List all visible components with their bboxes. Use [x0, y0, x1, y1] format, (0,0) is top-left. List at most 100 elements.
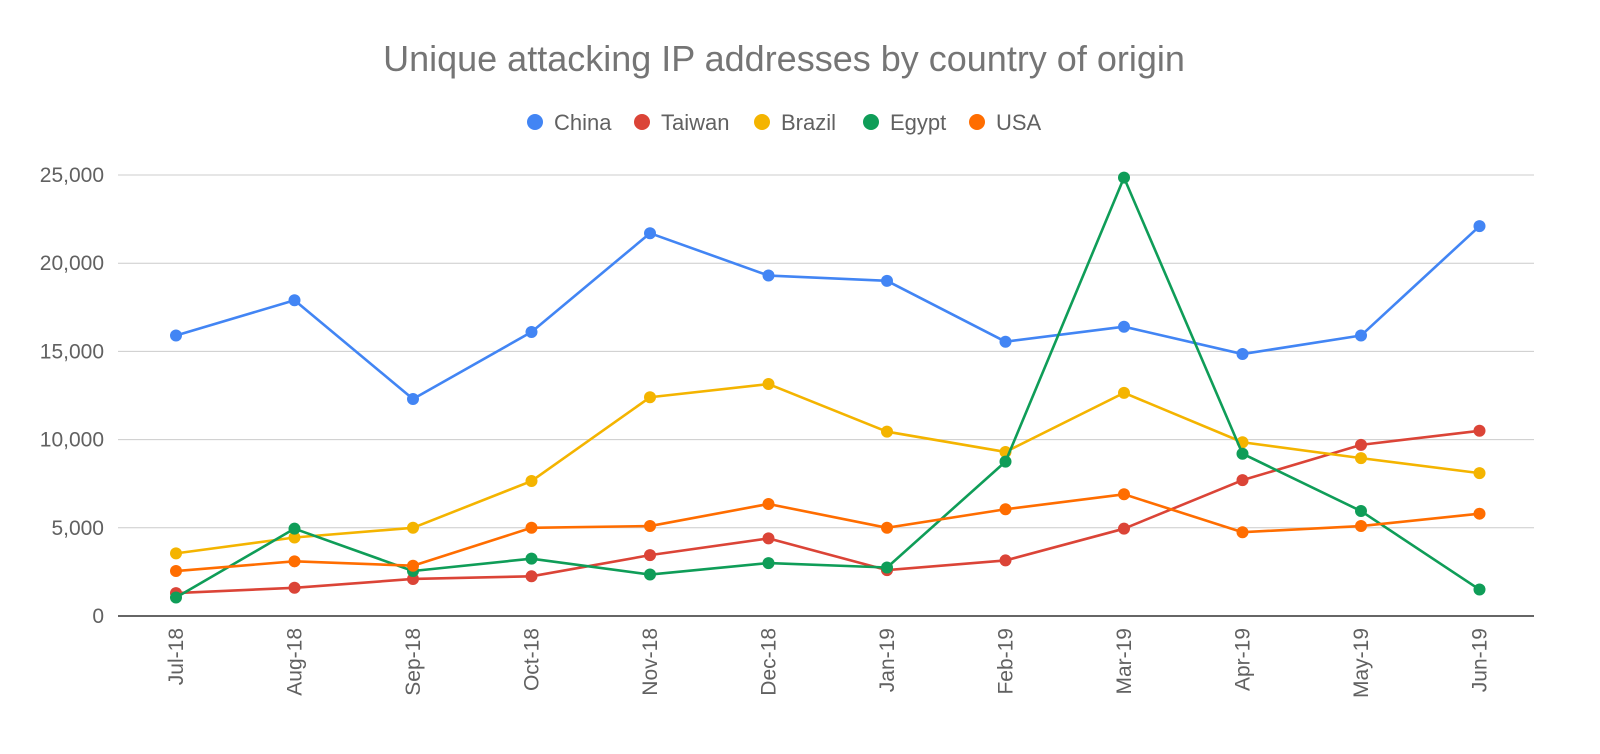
data-point-brazil[interactable]	[762, 378, 775, 391]
x-tick-label: Jun-19	[1469, 628, 1492, 692]
x-tick-label: Mar-19	[1113, 628, 1136, 695]
data-point-usa[interactable]	[1473, 507, 1486, 520]
data-point-china[interactable]	[525, 325, 538, 338]
legend-marker-icon	[969, 114, 985, 130]
series-line-brazil	[175, 382, 1480, 555]
legend-label: China	[554, 110, 612, 135]
data-point-egypt[interactable]	[762, 557, 775, 570]
legend-item-china[interactable]: China	[527, 110, 612, 135]
grid-lines	[118, 174, 1534, 617]
data-point-usa[interactable]	[525, 521, 538, 534]
series-line-taiwan	[175, 429, 1480, 595]
data-point-usa[interactable]	[1355, 520, 1367, 533]
data-point-taiwan[interactable]	[1236, 474, 1249, 487]
legend-marker-icon	[634, 114, 650, 130]
y-tick-label: 15,000	[40, 340, 104, 363]
data-point-brazil[interactable]	[1118, 386, 1130, 399]
y-axis: 0 5,000 10,000 15,000 20,000 25,000	[40, 164, 104, 628]
data-point-taiwan[interactable]	[999, 554, 1012, 567]
data-point-taiwan[interactable]	[1473, 424, 1486, 437]
legend-item-taiwan[interactable]: Taiwan	[634, 110, 729, 135]
data-point-egypt[interactable]	[1473, 583, 1486, 596]
data-point-egypt[interactable]	[644, 568, 656, 581]
data-point-taiwan[interactable]	[525, 570, 538, 583]
data-point-egypt[interactable]	[999, 455, 1012, 468]
data-point-china[interactable]	[1118, 320, 1130, 333]
series-line-usa	[175, 492, 1480, 573]
data-point-taiwan[interactable]	[762, 532, 775, 545]
x-tick-label: Oct-18	[521, 628, 544, 691]
data-point-china[interactable]	[999, 335, 1012, 348]
data-point-brazil[interactable]	[288, 531, 301, 544]
data-point-taiwan[interactable]	[1118, 522, 1130, 535]
data-point-egypt[interactable]	[288, 522, 301, 535]
data-point-usa[interactable]	[881, 521, 893, 534]
x-tick-label: Sep-18	[402, 628, 425, 696]
data-point-usa[interactable]	[288, 555, 301, 568]
legend: China Taiwan Brazil Egypt USA	[527, 110, 1042, 135]
legend-label: USA	[996, 110, 1042, 135]
y-tick-label: 10,000	[40, 429, 104, 452]
data-point-china[interactable]	[762, 269, 775, 282]
data-point-china[interactable]	[881, 274, 893, 287]
legend-item-usa[interactable]: USA	[969, 110, 1042, 135]
data-point-china[interactable]	[170, 329, 182, 342]
legend-label: Egypt	[890, 110, 946, 135]
data-point-taiwan[interactable]	[288, 581, 301, 594]
data-point-brazil[interactable]	[170, 547, 182, 560]
x-tick-label: May-19	[1350, 628, 1373, 698]
legend-label: Taiwan	[661, 110, 729, 135]
series-brazil	[170, 378, 1486, 560]
y-tick-label: 0	[92, 605, 104, 628]
data-point-china[interactable]	[288, 294, 301, 307]
data-point-china[interactable]	[1355, 329, 1367, 342]
y-tick-label: 25,000	[40, 164, 104, 187]
x-axis: Jul-18 Aug-18 Sep-18 Oct-18 Nov-18 Dec-18 Jan-…	[165, 628, 1492, 698]
data-point-china[interactable]	[1473, 220, 1486, 233]
x-tick-label: Feb-19	[995, 628, 1018, 695]
data-point-usa[interactable]	[407, 559, 419, 572]
data-point-egypt[interactable]	[1355, 505, 1367, 518]
data-point-brazil[interactable]	[525, 475, 538, 488]
data-point-taiwan[interactable]	[644, 549, 656, 562]
data-point-usa[interactable]	[762, 497, 775, 510]
data-point-china[interactable]	[644, 227, 656, 240]
data-point-usa[interactable]	[999, 503, 1012, 516]
data-point-usa[interactable]	[1236, 526, 1249, 539]
data-point-usa[interactable]	[1118, 488, 1130, 501]
data-point-brazil[interactable]	[1355, 452, 1367, 465]
x-tick-label: Nov-18	[639, 628, 662, 696]
chart-title: Unique attacking IP addresses by country…	[383, 38, 1185, 79]
y-tick-label: 20,000	[40, 252, 104, 275]
series-line-egypt	[175, 176, 1481, 599]
legend-label: Brazil	[781, 110, 836, 135]
data-point-egypt[interactable]	[170, 591, 182, 604]
data-point-taiwan[interactable]	[1355, 438, 1367, 451]
data-point-egypt[interactable]	[1118, 171, 1130, 184]
x-tick-label: Jan-19	[876, 628, 899, 692]
data-point-china[interactable]	[407, 393, 419, 406]
data-point-brazil[interactable]	[407, 521, 419, 534]
x-tick-label: Aug-18	[284, 628, 307, 696]
x-tick-label: Dec-18	[758, 628, 781, 696]
data-point-brazil[interactable]	[644, 391, 656, 404]
data-point-usa[interactable]	[170, 565, 182, 578]
legend-item-brazil[interactable]: Brazil	[754, 110, 836, 135]
data-point-usa[interactable]	[644, 520, 656, 533]
series-taiwan	[170, 424, 1486, 600]
data-point-china[interactable]	[1236, 348, 1249, 361]
data-point-brazil[interactable]	[881, 425, 893, 438]
legend-marker-icon	[527, 114, 543, 130]
series-egypt	[170, 171, 1486, 604]
data-point-egypt[interactable]	[1236, 447, 1249, 460]
legend-item-egypt[interactable]: Egypt	[863, 110, 946, 135]
series-china	[170, 220, 1486, 406]
legend-marker-icon	[863, 114, 879, 130]
data-point-egypt[interactable]	[525, 552, 538, 565]
series-layer	[170, 171, 1486, 604]
y-tick-label: 5,000	[51, 517, 104, 540]
legend-marker-icon	[754, 114, 770, 130]
data-point-brazil[interactable]	[1473, 467, 1486, 480]
data-point-egypt[interactable]	[881, 561, 893, 574]
